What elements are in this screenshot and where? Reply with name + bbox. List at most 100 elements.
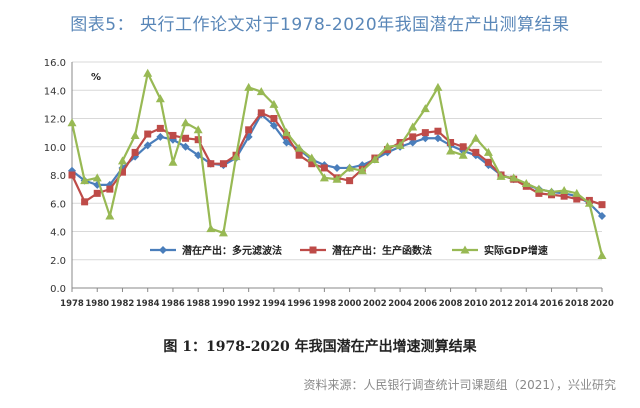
data-point [256, 87, 266, 96]
data-point [144, 130, 152, 138]
y-tick-label: 2.0 [50, 256, 66, 267]
series-line [71, 111, 603, 206]
data-point [345, 163, 355, 172]
data-point [93, 189, 101, 197]
data-point [421, 129, 429, 137]
data-point [67, 118, 77, 127]
data-point [409, 133, 417, 141]
data-point [357, 166, 367, 175]
data-point [270, 115, 278, 122]
x-tick-label: 2006 [413, 299, 437, 309]
chart-container: 0.0 2.0 4.0 6.0 8.0 10.0 12.0 14.0 16.0% 1978 198… [0, 44, 640, 324]
data-point [484, 158, 492, 166]
legend-item-2: 实际GDP增速 [452, 244, 548, 257]
data-point [370, 154, 380, 163]
data-point [459, 143, 467, 151]
data-point [319, 173, 329, 182]
y-tick-label: 6.0 [50, 199, 66, 210]
data-point [194, 136, 202, 144]
legend-swatch-marker [309, 246, 317, 254]
data-point [560, 192, 568, 200]
data-point [572, 188, 582, 197]
legend-label: 实际GDP增速 [484, 244, 548, 257]
x-tick-label: 1986 [161, 299, 185, 309]
data-point [307, 153, 317, 162]
data-point [245, 126, 253, 134]
y-tick-label: 16.0 [44, 58, 66, 69]
series-group [67, 68, 607, 260]
y-axis-unit: % [91, 72, 101, 83]
data-point [231, 152, 241, 161]
data-point [143, 68, 153, 77]
x-tick-label: 1994 [262, 299, 286, 309]
data-point [257, 109, 265, 117]
y-tick-label: 14.0 [44, 86, 66, 97]
source-note: 资料来源：人民银行调查统计司课题组（2021），兴业研究 [303, 378, 616, 392]
data-point [106, 185, 114, 193]
data-point [573, 195, 581, 203]
data-point [421, 134, 430, 143]
data-point [584, 198, 594, 207]
data-point [269, 99, 279, 108]
series-2 [67, 68, 607, 260]
data-point [408, 138, 417, 147]
figure-title: 图表5： 央行工作论文对于1978-2020年我国潜在产出测算结果 [70, 15, 570, 35]
data-point [320, 164, 328, 172]
data-point [131, 148, 139, 156]
data-point [547, 187, 557, 196]
data-point [269, 121, 278, 130]
data-point [521, 178, 531, 187]
x-tick-label: 2004 [388, 299, 412, 309]
x-tick-label: 2014 [514, 299, 538, 309]
data-point [433, 82, 443, 91]
data-point [346, 177, 354, 185]
data-point [295, 151, 303, 159]
data-point [81, 198, 89, 206]
legend-label: 潜在产出：多元滤波法 [182, 244, 282, 257]
data-point [181, 118, 191, 127]
y-tick-label: 8.0 [50, 171, 66, 182]
data-point [282, 128, 292, 137]
legend-swatch-marker [159, 246, 167, 254]
data-point [433, 134, 442, 143]
data-point [382, 142, 392, 151]
data-point [156, 124, 164, 132]
chart-caption: 图 1：1978-2020 年我国潜在产出增速测算结果 [163, 339, 477, 355]
legend-swatch-marker [460, 245, 470, 254]
data-point [181, 142, 190, 151]
series-1 [68, 109, 606, 209]
legend-item-1: 潜在产出：生产函数法 [300, 244, 432, 257]
x-tick-label: 2002 [363, 299, 387, 309]
x-tick-label: 1978 [60, 299, 84, 309]
x-tick-label: 2008 [439, 299, 463, 309]
data-point [559, 186, 569, 195]
legend-label: 潜在产出：生产函数法 [332, 244, 432, 257]
legend-item-0: 潜在产出：多元滤波法 [150, 244, 282, 257]
data-point [218, 228, 228, 237]
data-point [143, 141, 152, 150]
data-point [332, 174, 342, 183]
data-point [193, 125, 203, 134]
x-tick-label: 1996 [287, 299, 311, 309]
data-point [496, 171, 506, 180]
data-point [534, 184, 544, 193]
y-tick-label: 12.0 [44, 115, 66, 126]
x-tick-label: 1982 [111, 299, 135, 309]
data-point [155, 94, 165, 103]
y-tick-label: 0.0 [50, 284, 66, 295]
x-axis: 1978 1980 1982 1984 1986 1988 1990 1992 1994 1996… [60, 287, 614, 309]
data-point [156, 132, 165, 141]
x-tick-label: 2010 [464, 299, 488, 309]
x-tick-label: 2012 [489, 299, 513, 309]
x-tick-label: 2018 [565, 299, 589, 309]
x-tick-label: 2000 [338, 299, 362, 309]
data-point [168, 157, 178, 166]
data-point [92, 173, 102, 182]
data-point [206, 224, 216, 233]
y-tick-label: 10.0 [44, 143, 66, 154]
x-tick-label: 1998 [313, 299, 337, 309]
data-point [219, 160, 227, 168]
data-point [471, 133, 481, 142]
data-point [294, 143, 304, 152]
data-point [434, 127, 442, 135]
